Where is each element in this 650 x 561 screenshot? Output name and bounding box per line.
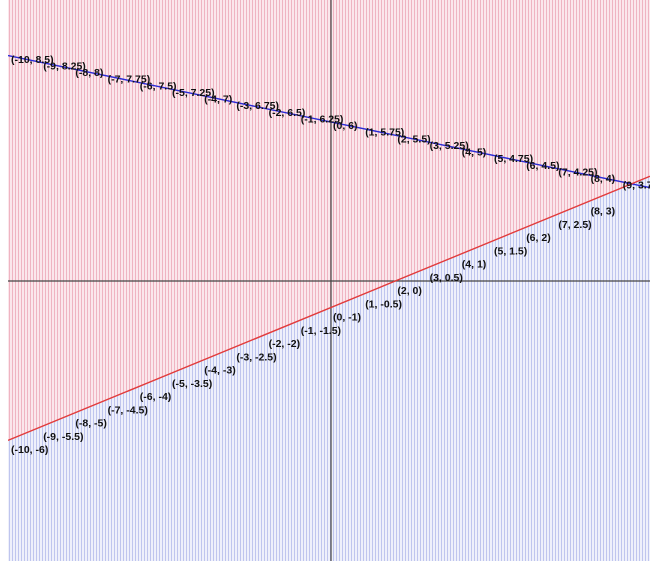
point-label: (6, 2) [526,232,551,244]
point-label: (5, 1.5) [494,245,527,257]
point-label: (-3, -2.5) [236,351,276,363]
point-label: (0, 6) [333,120,358,132]
point-label: (-8, -5) [75,418,107,430]
point-label: (9, 3.75) [623,180,650,192]
point-label: (7, 2.5) [558,219,591,231]
point-label: (3, 5.25) [430,140,469,152]
point-labels: (-10, 8.5)(-9, 8.25)(-8, 8)(-7, 7.75)(-6… [11,54,650,456]
point-label: (-6, 7.5) [140,80,177,92]
region-above-upper-line [8,0,650,188]
point-label: (-5, 7.25) [172,87,215,99]
point-label: (6, 4.5) [526,160,559,172]
point-label: (8, 4) [591,173,616,185]
point-label: (-2, -2) [269,338,301,350]
point-label: (7, 4.25) [558,166,597,178]
point-label: (-10, 8.5) [11,54,54,66]
point-label: (-2, 6.5) [269,107,306,119]
point-label: (-1, 6.25) [301,113,344,125]
point-label: (8, 3) [591,206,616,218]
point-label: (2, 5.5) [397,133,430,145]
boundary-lines [8,54,650,442]
point-label: (-6, -4) [140,391,172,403]
point-label: (-9, 8.25) [43,60,86,72]
series-line-lower [8,175,650,442]
point-label: (1, 5.75) [365,127,404,139]
point-label: (-4, 7) [204,94,232,106]
point-label: (1, -0.5) [365,298,402,310]
axes [8,0,650,561]
point-label: (-4, -3) [204,365,236,377]
point-label: (-7, 7.75) [108,74,151,86]
point-label: (0, -1) [333,312,361,324]
point-label: (3, 0.5) [430,272,463,284]
point-label: (-7, -4.5) [108,404,148,416]
point-label: (4, 1) [462,259,487,271]
region-below-lower-line [8,176,650,561]
series-line-upper [8,54,650,189]
point-label: (-9, -5.5) [43,431,83,443]
point-label: (4, 5) [462,147,487,159]
point-label: (-10, -6) [11,444,48,456]
point-label: (5, 4.75) [494,153,533,165]
point-label: (-3, 6.75) [236,100,279,112]
point-label: (-1, -1.5) [301,325,341,337]
point-label: (-5, -3.5) [172,378,212,390]
point-label: (2, 0) [397,285,422,297]
point-label: (-8, 8) [75,67,103,79]
